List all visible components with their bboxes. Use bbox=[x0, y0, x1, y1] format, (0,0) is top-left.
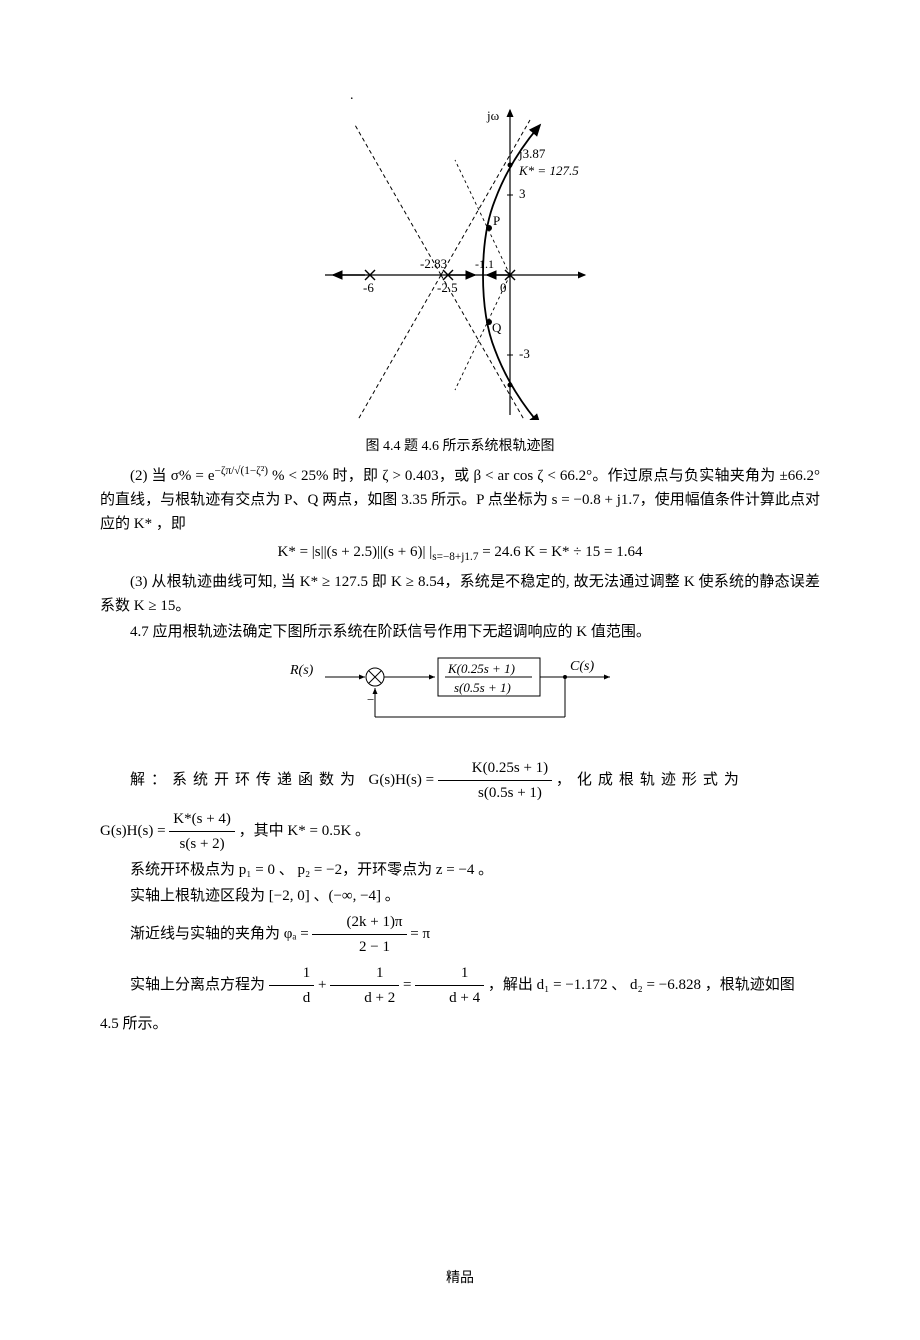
sol-tail: ，化成根轨迹形式为 bbox=[556, 772, 745, 788]
f3n: 1 bbox=[415, 961, 484, 986]
tf-num: K(0.25s + 1) bbox=[447, 661, 515, 676]
solution-line2: G(s)H(s) = K*(s + 4) s(s + 2) ，其中 K* = 0… bbox=[100, 807, 820, 856]
asym-b: = π bbox=[410, 926, 430, 942]
root-locus-svg: jω j3.87 K* = 127.5 3 P -2.83 -1.1 -6 -2… bbox=[315, 100, 605, 420]
label-rs: R(s) bbox=[289, 663, 314, 678]
asym-num: (2k + 1)π bbox=[312, 910, 406, 935]
break-a: 实轴上分离点方程为 bbox=[130, 977, 269, 993]
asym-a: 渐近线与实轴的夹角为 φₐ = bbox=[130, 926, 312, 942]
root-locus-figure: jω j3.87 K* = 127.5 3 P -2.83 -1.1 -6 -2… bbox=[100, 100, 820, 428]
label-p: P bbox=[493, 213, 500, 228]
label-283: -2.83 bbox=[420, 256, 447, 271]
label-3down: -3 bbox=[519, 346, 530, 361]
f1d: d bbox=[269, 986, 315, 1010]
label-j387: j3.87 bbox=[518, 146, 546, 161]
sol-eq1-num: K(0.25s + 1) bbox=[438, 756, 552, 781]
sol-eq2-den: s(s + 2) bbox=[169, 832, 235, 856]
tf-den: s(0.5s + 1) bbox=[454, 680, 511, 695]
para2-exp: −ζπ/√(1−ζ²) bbox=[214, 465, 267, 477]
sol-eq1-den: s(0.5s + 1) bbox=[438, 781, 552, 805]
label-0: 0 bbox=[500, 280, 507, 295]
line-real: 实轴上根轨迹区段为 [−2, 0] 、(−∞, −4] 。 bbox=[100, 884, 820, 908]
minus: − bbox=[367, 692, 374, 707]
label-kstar: K* = 127.5 bbox=[518, 163, 579, 178]
line-break-c: 4.5 所示。 bbox=[100, 1012, 820, 1036]
para-2: (2) 当 σ% = e−ζπ/√(1−ζ²) % < 25% 时，即 ζ > … bbox=[100, 462, 820, 536]
sol-eq2-a: G(s)H(s) = bbox=[100, 823, 169, 839]
sol-eq2-b: ，其中 K* = 0.5K 。 bbox=[239, 823, 370, 839]
break-b: ，解出 d₁ = −1.172 、 d₂ = −6.828 ，根轨迹如图 bbox=[488, 977, 795, 993]
plus1: + bbox=[318, 977, 330, 993]
para-3: (3) 从根轨迹曲线可知, 当 K* ≥ 127.5 即 K ≥ 8.54，系统… bbox=[100, 570, 820, 618]
label-q: Q bbox=[492, 320, 502, 335]
sol-label: 解：系统开环传递函数为 bbox=[130, 772, 361, 788]
label-25: -2.5 bbox=[437, 280, 458, 295]
f2n: 1 bbox=[330, 961, 399, 986]
page-footer: 精品 bbox=[0, 1268, 920, 1290]
line-asym: 渐近线与实轴的夹角为 φₐ = (2k + 1)π 2 − 1 = π bbox=[100, 910, 820, 959]
solution-line1: 解：系统开环传递函数为 G(s)H(s) = K(0.25s + 1) s(0.… bbox=[100, 756, 820, 805]
figure-caption-44: 图 4.4 题 4.6 所示系统根轨迹图 bbox=[100, 436, 820, 458]
label-6: -6 bbox=[363, 280, 374, 295]
sol-eq1-a: G(s)H(s) = bbox=[369, 772, 438, 788]
sol-eq2-num: K*(s + 4) bbox=[169, 807, 235, 832]
eq-sign: = bbox=[403, 977, 415, 993]
dot-top: . bbox=[350, 85, 354, 107]
line-poles: 系统开环极点为 p₁ = 0 、 p₂ = −2，开环零点为 z = −4 。 bbox=[100, 858, 820, 882]
eq1-sub: s=−8+j1.7 bbox=[432, 551, 478, 563]
block-diagram-svg: R(s) − K(0.25s + 1) s(0.5s + 1) C(s) bbox=[270, 652, 650, 732]
asym-den: 2 − 1 bbox=[312, 935, 406, 959]
eq1-b: = 24.6 K = K* ÷ 15 = 1.64 bbox=[478, 544, 642, 560]
label-cs: C(s) bbox=[570, 659, 594, 674]
f2d: d + 2 bbox=[330, 986, 399, 1010]
f3d: d + 4 bbox=[415, 986, 484, 1010]
label-11: -1.1 bbox=[475, 257, 494, 271]
eq1-a: K* = |s||(s + 2.5)||(s + 6)| | bbox=[278, 544, 433, 560]
line-break: 实轴上分离点方程为 1 d + 1 d + 2 = 1 d + 4 ，解出 d₁… bbox=[100, 961, 820, 1010]
eq-k-star: K* = |s||(s + 2.5)||(s + 6)| |s=−8+j1.7 … bbox=[100, 540, 820, 566]
label-jw: jω bbox=[486, 108, 500, 123]
para-47: 4.7 应用根轨迹法确定下图所示系统在阶跃信号作用下无超调响应的 K 值范围。 bbox=[100, 620, 820, 644]
para2-a: (2) 当 σ% = e bbox=[130, 468, 214, 484]
block-diagram: R(s) − K(0.25s + 1) s(0.5s + 1) C(s) bbox=[100, 652, 820, 740]
f1n: 1 bbox=[269, 961, 315, 986]
label-3up: 3 bbox=[519, 186, 526, 201]
